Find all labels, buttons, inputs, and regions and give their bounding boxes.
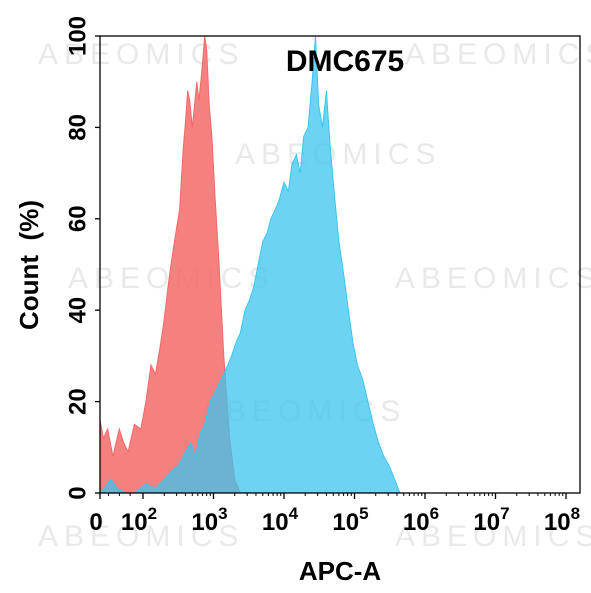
y-tick-label: 100 (64, 16, 91, 56)
x-tick-label: 108 (544, 504, 580, 536)
x-tick-label: 0 (89, 509, 102, 536)
histogram-area-1 (99, 35, 242, 494)
x-axis-label: APC-A (299, 556, 382, 586)
x-tick-label: 104 (262, 504, 299, 536)
x-tick-label: 102 (121, 504, 157, 536)
x-tick-label: 105 (332, 504, 368, 536)
y-tick-label: 20 (64, 388, 91, 415)
x-tick-label: 107 (473, 504, 509, 536)
chart-title: DMC675 (286, 45, 404, 78)
x-axis: 0 102 103 104 105 106 107 108 (89, 493, 580, 536)
series-layer (98, 35, 401, 494)
y-axis: 0 20 40 60 80 100 (64, 16, 100, 500)
x-tick-label: 106 (403, 504, 439, 536)
y-axis-label: Count (%) (14, 200, 44, 330)
x-tick-label: 103 (191, 504, 227, 536)
y-tick-label: 40 (64, 297, 91, 324)
y-tick-label: 80 (64, 114, 91, 141)
plot-frame (99, 35, 581, 494)
histogram-area-2 (98, 35, 401, 494)
y-tick-label: 60 (64, 205, 91, 232)
y-tick-label: 0 (64, 486, 91, 499)
